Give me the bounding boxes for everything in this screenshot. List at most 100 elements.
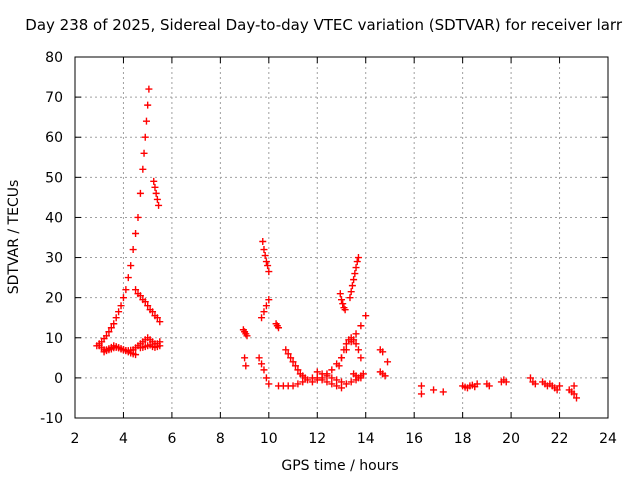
- x-tick-label: 10: [260, 431, 278, 447]
- y-tick-label: 60: [45, 130, 63, 146]
- y-tick-label: 0: [54, 371, 63, 387]
- data-point: [417, 390, 425, 398]
- data-point: [132, 351, 140, 359]
- data-point: [341, 306, 349, 314]
- data-point: [152, 189, 160, 197]
- x-tick-label: 14: [357, 431, 375, 447]
- data-point: [333, 382, 341, 390]
- data-point: [342, 380, 350, 388]
- data-point: [127, 262, 135, 270]
- x-tick-label: 2: [71, 431, 80, 447]
- data-point: [265, 296, 273, 304]
- data-point: [294, 380, 302, 388]
- data-point: [439, 388, 447, 396]
- series-arc-3: [239, 326, 251, 370]
- data-point: [136, 189, 144, 197]
- data-point: [430, 386, 438, 394]
- plot-frame: [74, 56, 609, 419]
- data-point: [333, 376, 341, 384]
- data-point: [289, 358, 297, 366]
- data-point: [112, 314, 120, 322]
- data-point: [502, 378, 510, 386]
- x-tick-label: 12: [308, 431, 326, 447]
- series-arc-10: [417, 382, 447, 398]
- data-point: [347, 288, 355, 296]
- y-tick-label: 50: [45, 170, 63, 186]
- data-point: [156, 342, 164, 350]
- series-arc-13: [565, 382, 581, 402]
- data-point: [289, 382, 297, 390]
- data-point: [531, 380, 539, 388]
- data-point: [340, 346, 348, 354]
- data-point: [105, 328, 113, 336]
- data-point: [328, 380, 336, 388]
- data-point: [485, 382, 493, 390]
- x-tick-label: 22: [551, 431, 569, 447]
- data-point: [313, 368, 321, 376]
- chart-title: Day 238 of 2025, Sidereal Day-to-day VTE…: [25, 16, 623, 34]
- series-arc-6-desc: [282, 346, 309, 382]
- data-point: [318, 370, 326, 378]
- data-point: [136, 292, 144, 300]
- x-tick-label: 20: [502, 431, 520, 447]
- x-tick-label: 16: [405, 431, 423, 447]
- y-tick-label: 30: [45, 251, 63, 267]
- data-point: [149, 308, 157, 316]
- data-point: [357, 354, 365, 362]
- data-point: [144, 302, 152, 310]
- data-point: [264, 262, 272, 270]
- series-arc-2-high: [150, 177, 163, 209]
- data-point: [335, 362, 343, 370]
- data-point: [284, 350, 292, 358]
- data-point: [328, 374, 336, 382]
- data-point: [354, 254, 362, 262]
- y-axis-tick-labels: -10 0 10 20 30 40 50 60 70 80: [40, 50, 63, 427]
- data-point: [134, 213, 142, 221]
- data-point: [323, 378, 331, 386]
- data-point: [258, 360, 266, 368]
- data-point: [573, 394, 581, 402]
- data-point: [342, 340, 350, 348]
- data-point: [259, 238, 267, 246]
- data-point: [258, 314, 266, 322]
- y-tick-label: -10: [40, 411, 63, 427]
- y-tick-label: 40: [45, 210, 63, 226]
- series-arc-4-low: [255, 354, 273, 388]
- data-point: [150, 177, 158, 185]
- data-point: [473, 380, 481, 388]
- data-point: [553, 386, 561, 394]
- data-point: [255, 354, 263, 362]
- data-point: [260, 308, 268, 316]
- data-point: [122, 286, 130, 294]
- data-point: [156, 318, 164, 326]
- series-arc-1-cluster: [132, 334, 164, 352]
- data-point: [291, 362, 299, 370]
- data-point: [153, 314, 161, 322]
- data-point: [556, 382, 564, 390]
- data-point: [260, 366, 268, 374]
- data-point: [282, 346, 290, 354]
- data-point: [287, 354, 295, 362]
- data-point: [379, 348, 387, 356]
- data-point: [129, 246, 137, 254]
- data-point: [339, 300, 347, 308]
- data-point: [115, 308, 123, 316]
- data-point: [294, 366, 302, 374]
- data-point: [139, 165, 147, 173]
- data-point: [299, 378, 307, 386]
- data-point: [153, 195, 161, 203]
- data-point: [328, 366, 336, 374]
- data-point: [243, 332, 251, 340]
- data-point: [262, 374, 270, 382]
- data-point: [142, 117, 150, 125]
- x-axis-label: GPS time / hours: [281, 458, 398, 474]
- x-tick-label: 24: [599, 431, 617, 447]
- data-point: [141, 298, 149, 306]
- data-point: [261, 252, 269, 260]
- series-arc-11: [459, 376, 510, 392]
- data-point: [124, 274, 132, 282]
- data-point: [357, 322, 365, 330]
- data-point: [132, 229, 140, 237]
- series-arc-1-low: [100, 343, 137, 356]
